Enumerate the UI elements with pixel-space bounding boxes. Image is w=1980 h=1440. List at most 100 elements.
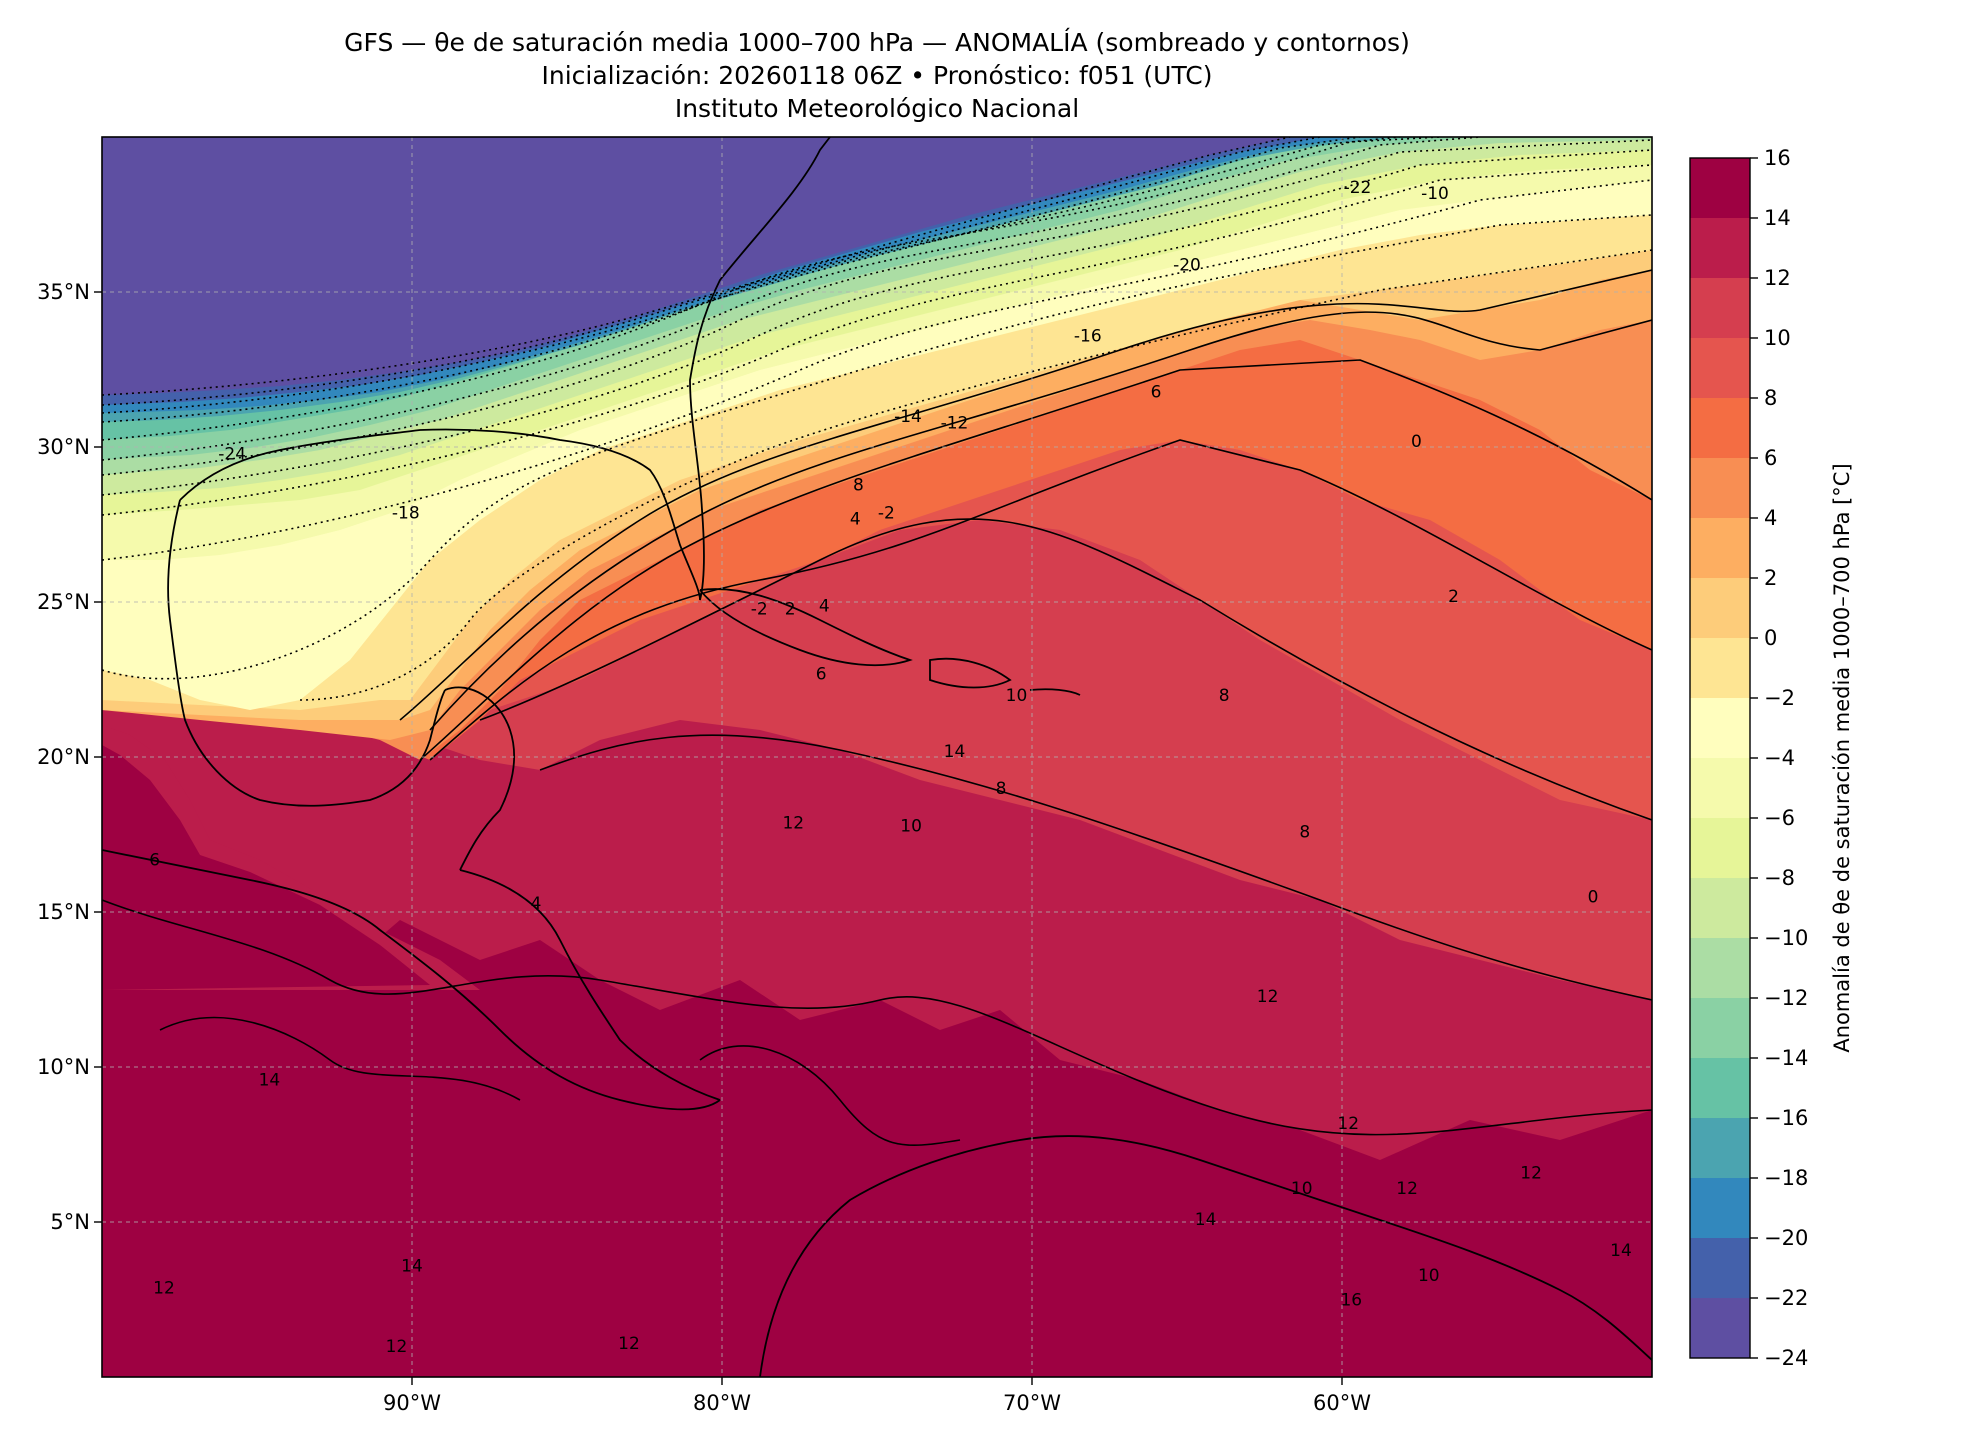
contour-label: 4: [819, 596, 830, 616]
colorbar-tick-label: 8: [1764, 386, 1777, 410]
contour-label: 6: [816, 665, 827, 685]
colorbar-swatches: [1690, 158, 1750, 1358]
contour-label: -20: [1173, 255, 1201, 275]
contour-label: 12: [1396, 1179, 1418, 1199]
contour-label: 8: [1219, 686, 1230, 706]
contour-label: 4: [531, 894, 542, 914]
contour-label: 14: [259, 1071, 281, 1091]
colorbar-tick-label: 0: [1764, 626, 1777, 650]
contour-label: -22: [1344, 178, 1372, 198]
contour-label: 14: [1610, 1241, 1632, 1261]
yucatan-coast: [444, 686, 516, 871]
contour-label: 12: [1257, 987, 1279, 1007]
colorbar-tick-label: 16: [1764, 146, 1791, 170]
pacific-coast-mexico: [102, 849, 721, 1111]
latitude-axis: 35°N 30°N 25°N 20°N 15°N 10°N 5°N: [37, 280, 102, 1234]
colorbar-swatch: [1690, 218, 1750, 278]
contour-label: 2: [1448, 587, 1459, 607]
contour-label: -2: [751, 599, 768, 619]
chart-title: GFS — θe de saturación media 1000–700 hP…: [344, 28, 1410, 57]
contour-label: 10: [1418, 1266, 1440, 1286]
colorbar-tick-label: −22: [1764, 1286, 1808, 1310]
anomaly-shading: [102, 137, 1652, 1377]
colorbar-swatch: [1690, 158, 1750, 218]
central-america-coast: [459, 869, 721, 1101]
colorbar-swatch: [1690, 1118, 1750, 1178]
hispaniola: [929, 657, 1012, 689]
contour-label: 14: [401, 1257, 423, 1277]
colorbar-tick-label: 6: [1764, 446, 1777, 470]
colorbar-swatch: [1690, 578, 1750, 638]
colorbar-swatch: [1690, 1178, 1750, 1238]
contour-label: 0: [1411, 432, 1422, 452]
contour-label: -12: [941, 413, 969, 433]
contour-label: -10: [1421, 184, 1449, 204]
contour-label: -14: [894, 407, 922, 427]
contour-label: -2: [878, 503, 895, 523]
colorbar-tick-label: −8: [1764, 866, 1795, 890]
lat-tick-label: 20°N: [37, 745, 90, 769]
lon-tick-label: 60°W: [1313, 1391, 1371, 1415]
colorbar-swatch: [1690, 998, 1750, 1058]
lat-tick-label: 10°N: [37, 1055, 90, 1079]
colorbar-swatch: [1690, 278, 1750, 338]
colorbar-tick-label: 4: [1764, 506, 1777, 530]
band-mexico-hot: [102, 745, 430, 990]
colorbar-tick-label: 10: [1764, 326, 1791, 350]
colorbar-tick-label: −10: [1764, 926, 1808, 950]
chart-subtitle-institution: Instituto Meteorológico Nacional: [674, 94, 1080, 123]
contour-label: 12: [153, 1278, 175, 1298]
contour-label: 2: [785, 599, 796, 619]
colorbar-swatch: [1690, 698, 1750, 758]
band-minus24-minus22: [102, 137, 1290, 395]
colorbar-tick-label: −14: [1764, 1046, 1808, 1070]
colorbar-tick-label: −20: [1764, 1226, 1808, 1250]
cuba: [699, 588, 913, 667]
contour-label: 12: [1520, 1164, 1542, 1184]
contour-label: 14: [1195, 1210, 1217, 1230]
contour-label: 10: [1291, 1179, 1313, 1199]
lon-tick-label: 90°W: [383, 1391, 441, 1415]
colorbar-swatch: [1690, 638, 1750, 698]
colorbar-swatch: [1690, 878, 1750, 938]
lon-tick-label: 80°W: [693, 1391, 751, 1415]
colorbar-ticks: −24−22−20−18−16−14−12−10−8−6−4−202468101…: [1750, 146, 1808, 1370]
lat-tick-label: 15°N: [37, 900, 90, 924]
colorbar-tick-label: −4: [1764, 746, 1795, 770]
colorbar: −24−22−20−18−16−14−12−10−8−6−4−202468101…: [1689, 146, 1854, 1370]
lon-tick-label: 70°W: [1003, 1391, 1061, 1415]
contour-label: 12: [618, 1334, 640, 1354]
longitude-axis: 90°W 80°W 70°W 60°W: [383, 1377, 1371, 1415]
contour-label: 10: [900, 816, 922, 836]
colorbar-tick-label: −24: [1764, 1346, 1808, 1370]
colorbar-swatch: [1690, 1238, 1750, 1298]
contour-label: 16: [1340, 1291, 1362, 1311]
contour-label: 0: [1588, 888, 1599, 908]
mexico-gulf-coast: [167, 499, 446, 807]
colorbar-tick-label: 14: [1764, 206, 1791, 230]
contour-label: 12: [386, 1337, 408, 1357]
contour-label: -24: [218, 444, 246, 464]
gridlines: [102, 137, 1652, 1377]
colorbar-swatch: [1690, 818, 1750, 878]
colorbar-swatch: [1690, 458, 1750, 518]
colorbar-swatch: [1690, 758, 1750, 818]
colorbar-tick-label: −16: [1764, 1106, 1808, 1130]
colorbar-swatch: [1690, 1058, 1750, 1118]
positive-contours: [102, 269, 1652, 1147]
colorbar-swatch: [1690, 398, 1750, 458]
colorbar-tick-label: −12: [1764, 986, 1808, 1010]
lat-tick-label: 30°N: [37, 435, 90, 459]
puerto-rico: [1029, 688, 1081, 696]
contour-label: 14: [944, 742, 966, 762]
us-gulf-coast: [179, 137, 831, 601]
colorbar-tick-label: −2: [1764, 686, 1795, 710]
colorbar-tick-label: 2: [1764, 566, 1777, 590]
chart-subtitle-initialization: Inicialización: 20260118 06Z • Pronóstic…: [541, 61, 1213, 90]
colorbar-swatch: [1690, 338, 1750, 398]
coastlines: [102, 137, 1652, 1377]
negative-contours: [102, 137, 1652, 701]
